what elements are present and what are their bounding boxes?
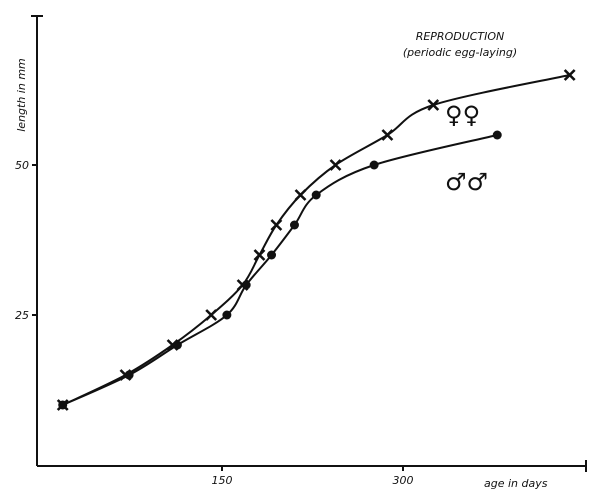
x-tick-label-300: 300 (393, 474, 414, 487)
data-point-male (124, 370, 134, 380)
series-line-male (62, 134, 498, 406)
data-point-female (294, 189, 307, 201)
data-point-male (172, 340, 182, 350)
data-point-female (270, 219, 283, 231)
y-tick-label-25: 25 (15, 309, 29, 322)
data-point-male (369, 160, 379, 170)
x-axis-label: age in days (484, 477, 548, 490)
data-point-male (311, 190, 321, 200)
x-axis (37, 460, 587, 472)
data-point-male (222, 310, 232, 320)
y-axis (31, 15, 43, 466)
data-point-male (267, 250, 277, 260)
data-point-female (329, 159, 342, 171)
data-point-male (492, 130, 502, 140)
x-tick-label-150: 150 (212, 474, 233, 487)
y-tick-label-50: 50 (15, 159, 29, 172)
series-line-female (62, 74, 570, 406)
data-point-female (563, 69, 576, 81)
plot-area (56, 69, 576, 411)
data-point-female (427, 99, 440, 111)
data-point-male (289, 220, 299, 230)
data-point-female (381, 129, 394, 141)
data-point-female (253, 249, 266, 261)
data-point-male (58, 400, 68, 410)
data-point-male (241, 280, 251, 290)
legend-female-symbol: ♀♀ (445, 101, 480, 129)
annotation-line2: (periodic egg-laying) (403, 46, 517, 59)
data-point-female (205, 309, 218, 321)
annotation-line1: REPRODUCTION (416, 30, 505, 43)
y-axis-label: length in mm (15, 58, 28, 132)
legend-male-symbol: ♂♂ (445, 168, 488, 196)
